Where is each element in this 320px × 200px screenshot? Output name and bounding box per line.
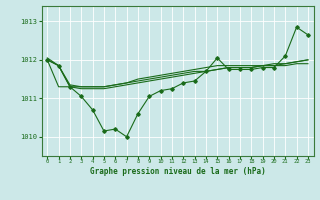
X-axis label: Graphe pression niveau de la mer (hPa): Graphe pression niveau de la mer (hPa): [90, 167, 266, 176]
